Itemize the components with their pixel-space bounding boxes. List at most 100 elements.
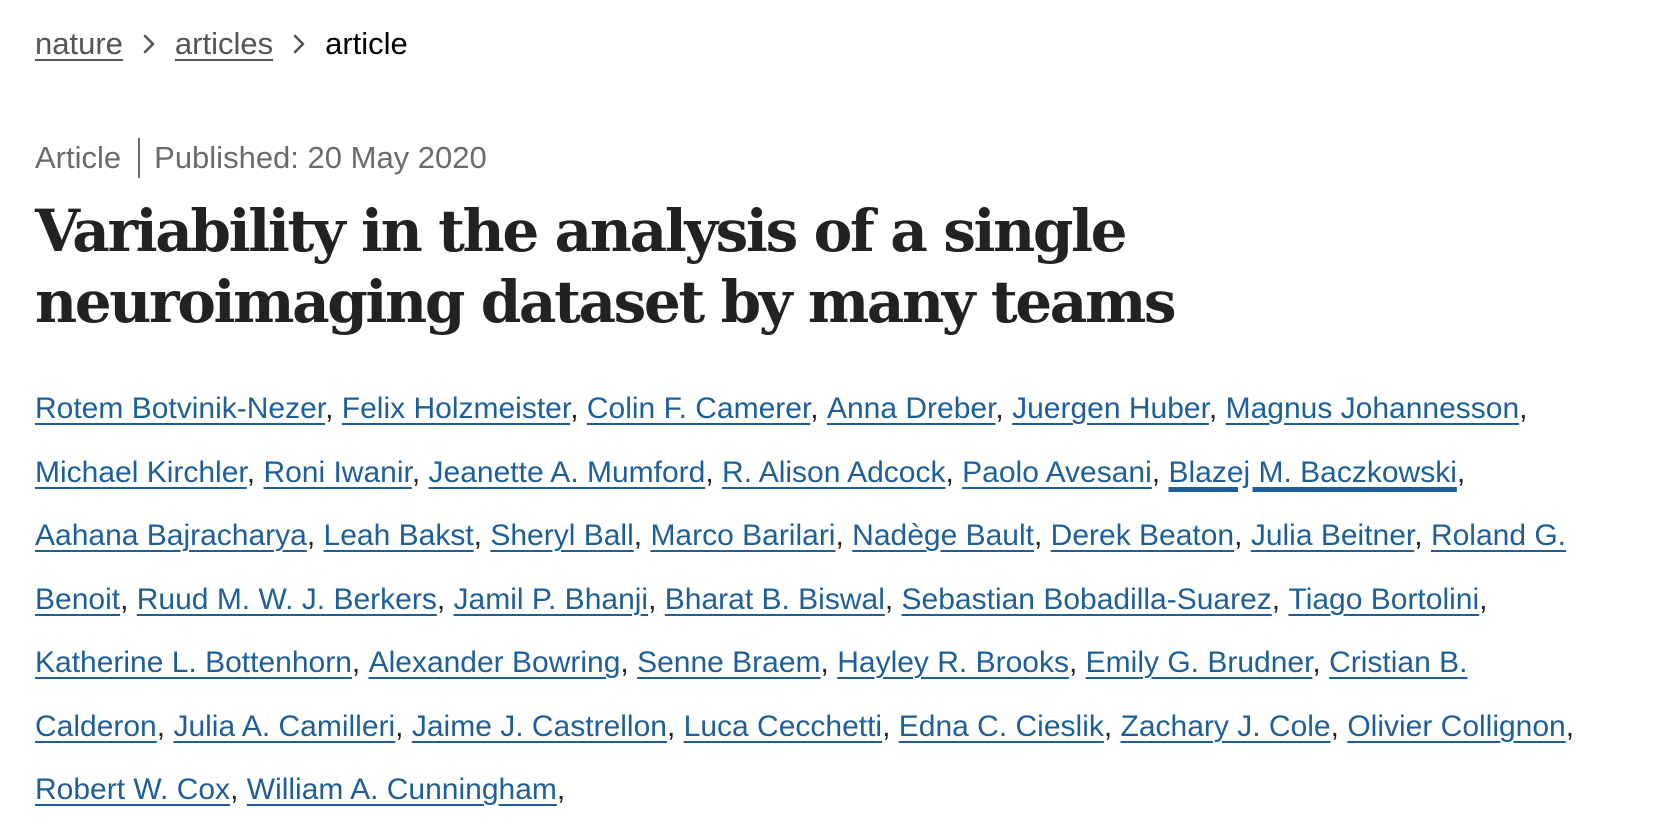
breadcrumb-link-articles[interactable]: articles	[174, 26, 274, 61]
author-separator: ,	[1103, 709, 1113, 743]
article-type-label: Article	[35, 140, 122, 175]
author-list-item: Michael Kirchler,	[35, 456, 263, 489]
author-list-item: Roni Iwanir,	[263, 456, 428, 489]
author-link[interactable]: Katherine L. Bottenhorn	[35, 646, 352, 679]
author-link[interactable]: Hayley R. Brooks	[837, 646, 1069, 679]
author-separator: ,	[820, 646, 829, 679]
author-link[interactable]: Sebastian Bobadilla-Suarez	[901, 582, 1272, 616]
author-list-item: Julia A. Camilleri,	[173, 710, 411, 743]
author-list-item: Cristian B. Calderon,	[35, 646, 1467, 743]
author-link[interactable]: R. Alison Adcock	[722, 455, 946, 489]
author-list-item: Aahana Bajracharya,	[35, 519, 324, 552]
author-link[interactable]: Magnus Johannesson	[1225, 392, 1520, 425]
author-separator: ,	[1208, 392, 1218, 425]
author-separator: ,	[1271, 582, 1281, 616]
author-link[interactable]: Colin F. Camerer	[586, 392, 811, 425]
author-link[interactable]: Olivier Collignon	[1347, 709, 1566, 743]
author-list-item: Marco Barilari,	[650, 519, 852, 552]
author-link[interactable]: Cristian B. Calderon	[35, 646, 1468, 743]
author-list-item: Juergen Huber,	[1012, 392, 1226, 425]
author-link[interactable]: Zachary J. Cole	[1120, 709, 1331, 743]
author-list-item: Sebastian Bobadilla-Suarez,	[902, 583, 1289, 616]
author-separator: ,	[1330, 709, 1339, 743]
author-separator: ,	[1519, 392, 1528, 425]
author-link[interactable]: Leah Bakst	[323, 519, 474, 552]
author-list-item: Blazej M. Baczkowski,	[1168, 456, 1465, 489]
author-link[interactable]: Felix Holzmeister	[341, 392, 571, 425]
author-separator: ,	[835, 519, 844, 552]
author-separator: ,	[633, 519, 643, 552]
author-link[interactable]: William A. Cunningham	[246, 773, 557, 806]
author-list-item: Senne Braem,	[637, 646, 837, 679]
author-separator: ,	[1414, 519, 1423, 552]
author-separator: ,	[666, 709, 676, 743]
author-separator: ,	[810, 392, 819, 425]
author-link[interactable]: Juergen Huber	[1012, 392, 1209, 425]
author-link[interactable]: Ruud M. W. J. Berkers	[136, 582, 437, 616]
author-link[interactable]: Luca Cecchetti	[683, 709, 883, 743]
author-list-item: Hayley R. Brooks,	[837, 646, 1085, 679]
author-list-item: Tiago Bortolini,	[1288, 583, 1487, 616]
breadcrumb-current: article	[325, 26, 408, 61]
author-list-item: Nadège Bault,	[852, 519, 1051, 552]
author-separator: ,	[1565, 709, 1575, 743]
article-title: Variability in the analysis of a single …	[35, 197, 1177, 336]
author-list-item: Sheryl Ball,	[490, 519, 650, 552]
author-link[interactable]: Derek Beaton	[1050, 519, 1235, 552]
author-separator: ,	[436, 582, 446, 616]
author-link[interactable]: Michael Kirchler	[35, 455, 247, 489]
author-list-item: Luca Cecchetti,	[684, 710, 899, 743]
author-link[interactable]: Jamil P. Bhanji	[453, 582, 649, 616]
author-link[interactable]: Robert W. Cox	[35, 773, 231, 806]
author-list-item: Jaime J. Castrellon,	[412, 710, 684, 743]
author-list-item: Magnus Johannesson,	[1226, 392, 1528, 425]
author-link[interactable]: Jeanette A. Mumford	[428, 455, 706, 489]
author-separator: ,	[395, 709, 404, 743]
author-link[interactable]: Roni Iwanir	[263, 455, 412, 489]
author-link[interactable]: Aahana Bajracharya	[35, 519, 307, 552]
author-list-item: Felix Holzmeister,	[342, 392, 587, 425]
author-link[interactable]: Emily G. Brudner	[1085, 646, 1313, 679]
author-link[interactable]: Paolo Avesani	[962, 455, 1152, 489]
author-list-item: Robert W. Cox,	[35, 773, 247, 806]
author-link[interactable]: Nadège Bault	[852, 519, 1034, 552]
author-link[interactable]: Bharat B. Biswal	[664, 582, 885, 616]
author-link[interactable]: Blazej M. Baczkowski	[1168, 455, 1457, 489]
author-separator: ,	[306, 519, 316, 552]
author-list-item: Ruud M. W. J. Berkers,	[137, 583, 454, 616]
author-list-item: Leah Bakst,	[324, 519, 491, 552]
article-meta: Article Published: 20 May 2020	[35, 136, 487, 180]
author-list-item: Roland G. Benoit,	[35, 519, 1566, 616]
author-separator: ,	[995, 392, 1004, 425]
chevron-right-icon	[123, 24, 175, 64]
author-link[interactable]: Senne Braem	[637, 646, 821, 679]
author-link[interactable]: Julia A. Camilleri	[173, 709, 396, 743]
author-link[interactable]: Rotem Botvinik-Nezer	[35, 392, 326, 425]
breadcrumb-link-nature[interactable]: nature	[35, 26, 123, 61]
author-list-item: Katherine L. Bottenhorn,	[35, 646, 369, 679]
author-list-item: Alexander Bowring,	[369, 646, 638, 679]
author-link[interactable]: Anna Dreber	[826, 392, 996, 425]
author-list-item: Emily G. Brudner,	[1086, 646, 1329, 679]
author-separator: ,	[884, 582, 894, 616]
author-list-item: Bharat B. Biswal,	[665, 583, 902, 616]
author-separator: ,	[1479, 582, 1488, 616]
author-link[interactable]: Edna C. Cieslik	[898, 709, 1104, 743]
author-link[interactable]: Jaime J. Castrellon	[411, 709, 667, 743]
author-link[interactable]: Julia Beitner	[1250, 519, 1415, 552]
author-link[interactable]: Sheryl Ball	[490, 519, 634, 552]
author-separator: ,	[648, 582, 657, 616]
author-list-item: Jeanette A. Mumford,	[429, 456, 723, 489]
author-list-item: Colin F. Camerer,	[587, 392, 827, 425]
author-list-item: R. Alison Adcock,	[722, 456, 962, 489]
author-list-item: Edna C. Cieslik,	[899, 710, 1121, 743]
author-link[interactable]: Tiago Bortolini	[1288, 582, 1480, 616]
author-link[interactable]: Roland G. Benoit	[35, 519, 1567, 616]
author-link[interactable]: Marco Barilari	[650, 519, 836, 552]
author-separator: ,	[120, 582, 129, 616]
author-link[interactable]: Alexander Bowring	[368, 646, 621, 679]
author-separator: ,	[230, 773, 239, 806]
author-list-item: Olivier Collignon,	[1347, 710, 1574, 743]
author-list-item: Julia Beitner,	[1251, 519, 1431, 552]
breadcrumb: nature articles article	[35, 24, 408, 64]
